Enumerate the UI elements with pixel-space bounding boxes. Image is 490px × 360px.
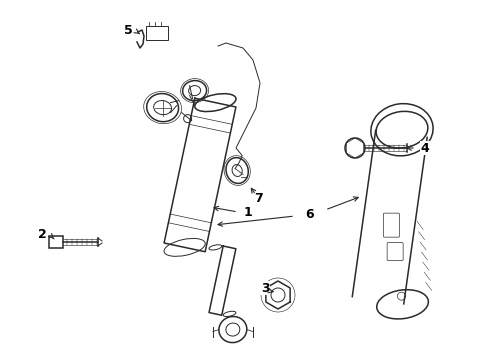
Text: 6: 6 <box>306 207 314 220</box>
Text: 3: 3 <box>261 282 270 294</box>
Text: 4: 4 <box>420 141 429 154</box>
Text: 2: 2 <box>38 229 47 242</box>
Text: 1: 1 <box>244 206 252 219</box>
Text: 7: 7 <box>254 192 262 204</box>
Text: 5: 5 <box>123 23 132 36</box>
